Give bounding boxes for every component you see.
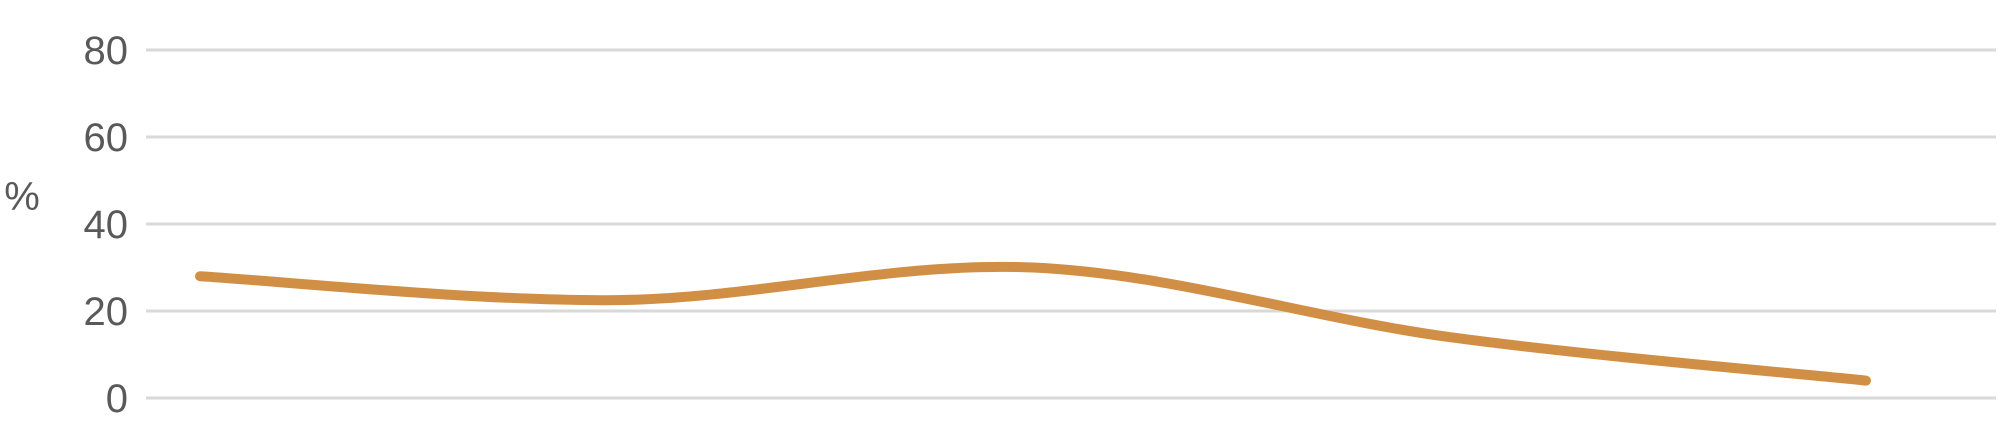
y-tick-label-60: 60 <box>84 116 129 160</box>
y-tick-label-40: 40 <box>84 203 129 247</box>
series-group <box>195 261 1871 386</box>
y-tick-labels: 0 20 40 60 80 <box>84 29 129 421</box>
y-tick-label-80: 80 <box>84 29 129 73</box>
y-tick-label-0: 0 <box>106 377 128 421</box>
y-axis-label: % <box>4 175 40 219</box>
y-tick-label-20: 20 <box>84 290 129 334</box>
series-line-0 <box>195 261 1871 386</box>
gridlines <box>146 48 1996 400</box>
